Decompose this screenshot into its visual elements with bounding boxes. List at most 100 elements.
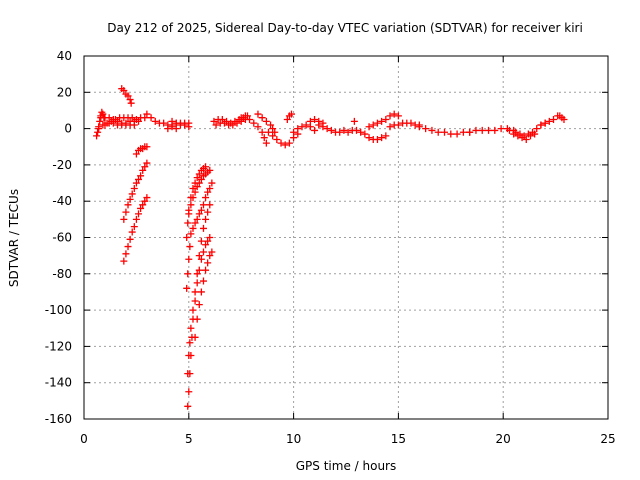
data-point <box>229 121 237 129</box>
data-point <box>250 119 258 127</box>
data-point <box>233 119 241 127</box>
data-point <box>505 126 513 134</box>
data-point <box>311 126 319 134</box>
data-point <box>122 250 130 258</box>
data-point <box>491 126 499 134</box>
series-10 <box>168 117 193 129</box>
data-point <box>206 234 214 241</box>
data-point <box>264 128 272 136</box>
data-point <box>127 99 135 107</box>
data-point <box>191 179 199 187</box>
data-point <box>208 248 216 256</box>
data-point <box>189 306 197 314</box>
data-point <box>185 206 193 214</box>
data-point <box>315 121 323 129</box>
data-point <box>350 117 358 125</box>
data-point <box>187 230 195 238</box>
axis-ticks: 0 5 10 15 20 25 -160 -140 -120 -100 -80 -60 -40 -20 0 2… <box>45 49 616 446</box>
data-point <box>340 126 348 134</box>
data-point <box>187 194 195 202</box>
data-point <box>478 126 486 134</box>
series-4 <box>118 85 135 107</box>
data-point <box>184 219 192 227</box>
data-point <box>185 255 193 263</box>
data-point <box>124 243 132 251</box>
y-tick-label: -40 <box>52 194 72 208</box>
data-point <box>130 184 138 192</box>
data-point <box>126 195 134 203</box>
series-19 <box>237 112 270 147</box>
data-point <box>195 210 203 218</box>
data-point <box>94 128 102 136</box>
data-point <box>184 402 192 410</box>
data-point <box>143 159 151 167</box>
data-point <box>246 116 254 124</box>
data-point <box>365 123 373 131</box>
data-point <box>199 248 207 256</box>
series-30 <box>415 123 474 138</box>
data-point <box>202 241 210 249</box>
data-point <box>191 219 199 227</box>
data-point <box>269 125 277 133</box>
y-tick-label: -160 <box>45 412 72 426</box>
data-point <box>141 197 149 205</box>
data-point <box>369 121 377 129</box>
data-point <box>195 266 203 274</box>
data-point <box>197 288 205 296</box>
data-point <box>137 172 145 180</box>
series-22 <box>283 110 296 124</box>
data-point <box>302 121 310 129</box>
data-point <box>184 370 192 378</box>
data-point <box>124 201 132 209</box>
data-point <box>204 237 212 245</box>
y-tick-label: 40 <box>57 49 72 63</box>
data-point <box>415 123 423 131</box>
y-tick-label: -60 <box>52 231 72 245</box>
data-point <box>193 215 201 223</box>
data-point <box>191 333 199 341</box>
data-point <box>472 126 480 134</box>
data-point <box>120 257 128 265</box>
data-point <box>130 121 138 129</box>
data-point <box>96 117 104 125</box>
data-point <box>237 114 245 122</box>
data-point <box>132 150 140 158</box>
data-point <box>218 116 226 124</box>
series-32 <box>505 126 539 143</box>
data-point <box>357 128 365 136</box>
data-point <box>176 121 184 129</box>
data-point <box>143 143 151 151</box>
data-point <box>137 204 145 212</box>
data-point <box>202 163 210 171</box>
chart-title: Day 212 of 2025, Sidereal Day-to-day VTE… <box>107 21 583 35</box>
series-25 <box>315 121 348 136</box>
data-point <box>428 126 436 134</box>
x-tick-label: 15 <box>391 432 406 446</box>
series-11 <box>184 234 214 410</box>
data-point <box>199 224 207 232</box>
data-point <box>193 270 201 278</box>
data-point <box>311 116 319 124</box>
data-point <box>186 339 194 347</box>
data-point <box>191 297 199 305</box>
data-point <box>185 388 193 396</box>
y-tick-label: -120 <box>45 339 72 353</box>
series-20 <box>254 110 279 136</box>
data-point <box>191 288 199 296</box>
data-point <box>206 184 214 192</box>
data-point <box>128 114 136 122</box>
x-tick-label: 25 <box>600 432 615 446</box>
data-point <box>126 96 134 104</box>
data-point <box>204 188 212 196</box>
data-point <box>254 123 262 131</box>
data-point <box>260 134 268 142</box>
data-point <box>195 252 203 260</box>
data-point <box>288 110 296 118</box>
data-point <box>212 121 220 129</box>
data-point <box>327 126 335 134</box>
data-point <box>202 215 210 223</box>
data-point <box>206 201 214 209</box>
data-point <box>126 235 134 243</box>
data-point <box>139 166 147 174</box>
data-point <box>139 201 147 209</box>
